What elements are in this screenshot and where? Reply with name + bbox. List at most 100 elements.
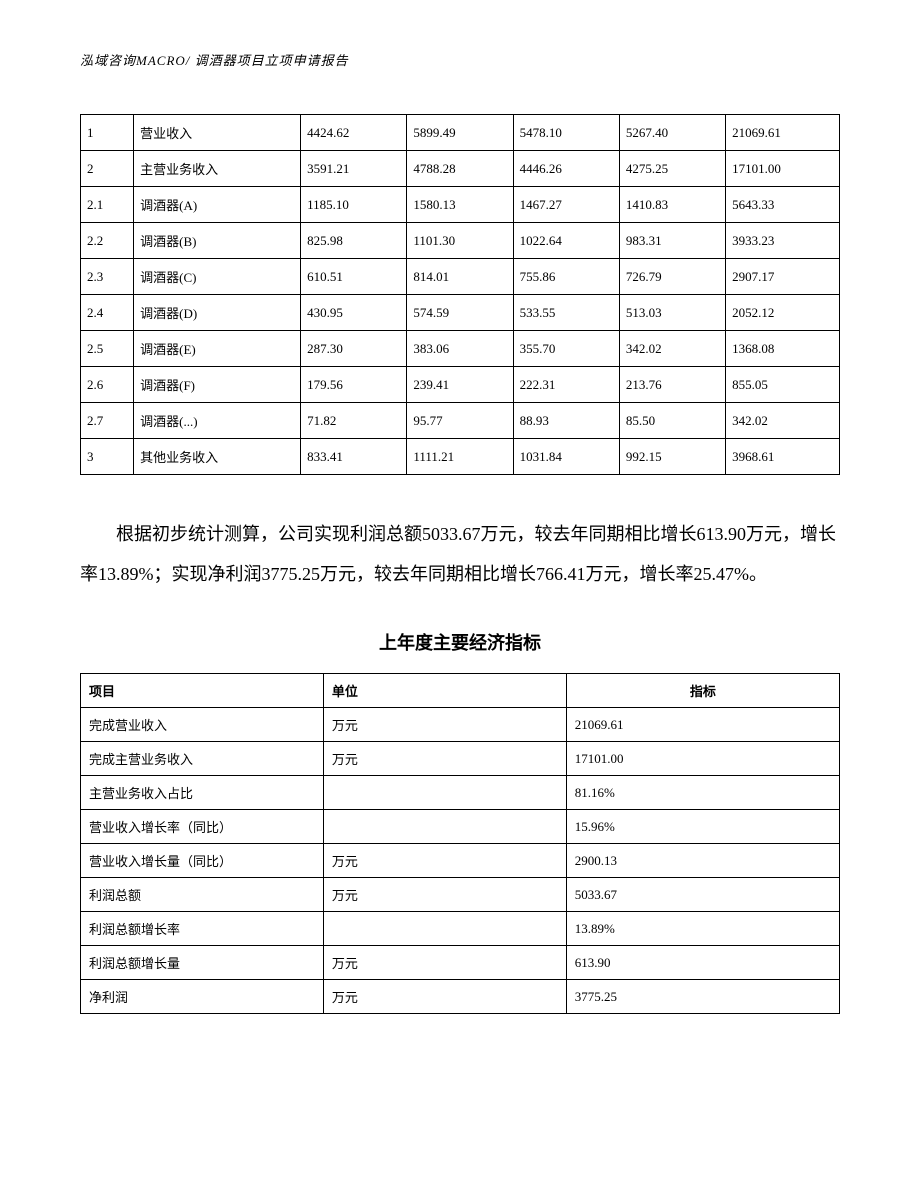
table-cell: 调酒器(C)	[134, 259, 301, 295]
table-cell: 调酒器(B)	[134, 223, 301, 259]
table-cell: 574.59	[407, 295, 513, 331]
table-cell: 342.02	[619, 331, 725, 367]
table-cell: 992.15	[619, 439, 725, 475]
table-cell: 213.76	[619, 367, 725, 403]
table-cell: 万元	[323, 878, 566, 912]
table-cell: 1101.30	[407, 223, 513, 259]
table-cell: 610.51	[301, 259, 407, 295]
table-cell: 主营业务收入占比	[81, 776, 324, 810]
table-cell: 2.5	[81, 331, 134, 367]
table-cell: 2.4	[81, 295, 134, 331]
table-cell: 2052.12	[726, 295, 840, 331]
table-row: 2.1调酒器(A)1185.101580.131467.271410.83564…	[81, 187, 840, 223]
page-header: 泓域咨询MACRO/ 调酒器项目立项申请报告	[80, 50, 840, 69]
revenue-table: 1营业收入4424.625899.495478.105267.4021069.6…	[80, 114, 840, 475]
table-cell: 其他业务收入	[134, 439, 301, 475]
table-cell	[323, 810, 566, 844]
table-cell: 营业收入增长率（同比）	[81, 810, 324, 844]
table-cell: 2907.17	[726, 259, 840, 295]
table-cell: 万元	[323, 946, 566, 980]
table-cell: 17101.00	[566, 742, 839, 776]
table-row: 营业收入增长量（同比）万元2900.13	[81, 844, 840, 878]
table-cell: 主营业务收入	[134, 151, 301, 187]
table-row: 2.6调酒器(F)179.56239.41222.31213.76855.05	[81, 367, 840, 403]
table-cell: 利润总额增长率	[81, 912, 324, 946]
table-cell: 3	[81, 439, 134, 475]
table-cell: 3775.25	[566, 980, 839, 1014]
table-cell: 3933.23	[726, 223, 840, 259]
summary-paragraph: 根据初步统计测算，公司实现利润总额5033.67万元，较去年同期相比增长613.…	[80, 515, 840, 594]
indicators-header-item: 指标	[566, 674, 839, 708]
table-cell: 983.31	[619, 223, 725, 259]
table-row: 完成主营业务收入万元17101.00	[81, 742, 840, 776]
table-cell: 222.31	[513, 367, 619, 403]
table-cell: 3591.21	[301, 151, 407, 187]
table-cell: 调酒器(E)	[134, 331, 301, 367]
table-cell: 533.55	[513, 295, 619, 331]
table-row: 主营业务收入占比 81.16%	[81, 776, 840, 810]
table-cell: 调酒器(A)	[134, 187, 301, 223]
table-cell: 1185.10	[301, 187, 407, 223]
table-cell: 利润总额	[81, 878, 324, 912]
table-cell: 4446.26	[513, 151, 619, 187]
table-cell: 1022.64	[513, 223, 619, 259]
table-cell: 4424.62	[301, 115, 407, 151]
table-cell: 完成主营业务收入	[81, 742, 324, 776]
table-row: 利润总额增长量万元613.90	[81, 946, 840, 980]
table-cell: 1031.84	[513, 439, 619, 475]
table-row: 2.4调酒器(D)430.95574.59533.55513.032052.12	[81, 295, 840, 331]
table-row: 利润总额万元5033.67	[81, 878, 840, 912]
table-row: 1营业收入4424.625899.495478.105267.4021069.6…	[81, 115, 840, 151]
table-row: 净利润万元3775.25	[81, 980, 840, 1014]
table-row: 3其他业务收入833.411111.211031.84992.153968.61	[81, 439, 840, 475]
revenue-table-body: 1营业收入4424.625899.495478.105267.4021069.6…	[81, 115, 840, 475]
table-row: 营业收入增长率（同比） 15.96%	[81, 810, 840, 844]
table-cell: 342.02	[726, 403, 840, 439]
table-cell: 4275.25	[619, 151, 725, 187]
indicators-header-item: 单位	[323, 674, 566, 708]
table-row: 利润总额增长率 13.89%	[81, 912, 840, 946]
table-cell: 2.7	[81, 403, 134, 439]
table-row: 2.3调酒器(C)610.51814.01755.86726.792907.17	[81, 259, 840, 295]
table-cell: 239.41	[407, 367, 513, 403]
table-cell: 430.95	[301, 295, 407, 331]
table-cell: 万元	[323, 844, 566, 878]
table-cell: 2900.13	[566, 844, 839, 878]
table-cell	[323, 776, 566, 810]
table-cell: 855.05	[726, 367, 840, 403]
table-cell: 71.82	[301, 403, 407, 439]
table-cell: 5478.10	[513, 115, 619, 151]
table-cell: 5267.40	[619, 115, 725, 151]
table-cell: 万元	[323, 742, 566, 776]
table-cell: 755.86	[513, 259, 619, 295]
table-cell: 13.89%	[566, 912, 839, 946]
table-cell: 1368.08	[726, 331, 840, 367]
table-cell: 833.41	[301, 439, 407, 475]
table-cell: 2.6	[81, 367, 134, 403]
table-cell: 814.01	[407, 259, 513, 295]
table-row: 2.5调酒器(E)287.30383.06355.70342.021368.08	[81, 331, 840, 367]
table-cell: 调酒器(D)	[134, 295, 301, 331]
indicators-table-body: 完成营业收入万元21069.61完成主营业务收入万元17101.00主营业务收入…	[81, 708, 840, 1014]
table-cell: 营业收入增长量（同比）	[81, 844, 324, 878]
table-cell: 1111.21	[407, 439, 513, 475]
table-row: 2主营业务收入3591.214788.284446.264275.2517101…	[81, 151, 840, 187]
table-cell: 1	[81, 115, 134, 151]
table-cell: 万元	[323, 980, 566, 1014]
table-cell: 21069.61	[566, 708, 839, 742]
indicators-header-row: 项目 单位 指标	[81, 674, 840, 708]
table-cell: 726.79	[619, 259, 725, 295]
table-cell: 355.70	[513, 331, 619, 367]
table-cell: 1467.27	[513, 187, 619, 223]
table-cell: 调酒器(F)	[134, 367, 301, 403]
table-cell: 17101.00	[726, 151, 840, 187]
table-cell: 95.77	[407, 403, 513, 439]
table-row: 完成营业收入万元21069.61	[81, 708, 840, 742]
table-cell: 4788.28	[407, 151, 513, 187]
table-cell: 81.16%	[566, 776, 839, 810]
table-cell: 万元	[323, 708, 566, 742]
table-cell: 1580.13	[407, 187, 513, 223]
table-cell: 利润总额增长量	[81, 946, 324, 980]
table-cell: 88.93	[513, 403, 619, 439]
table-cell: 15.96%	[566, 810, 839, 844]
